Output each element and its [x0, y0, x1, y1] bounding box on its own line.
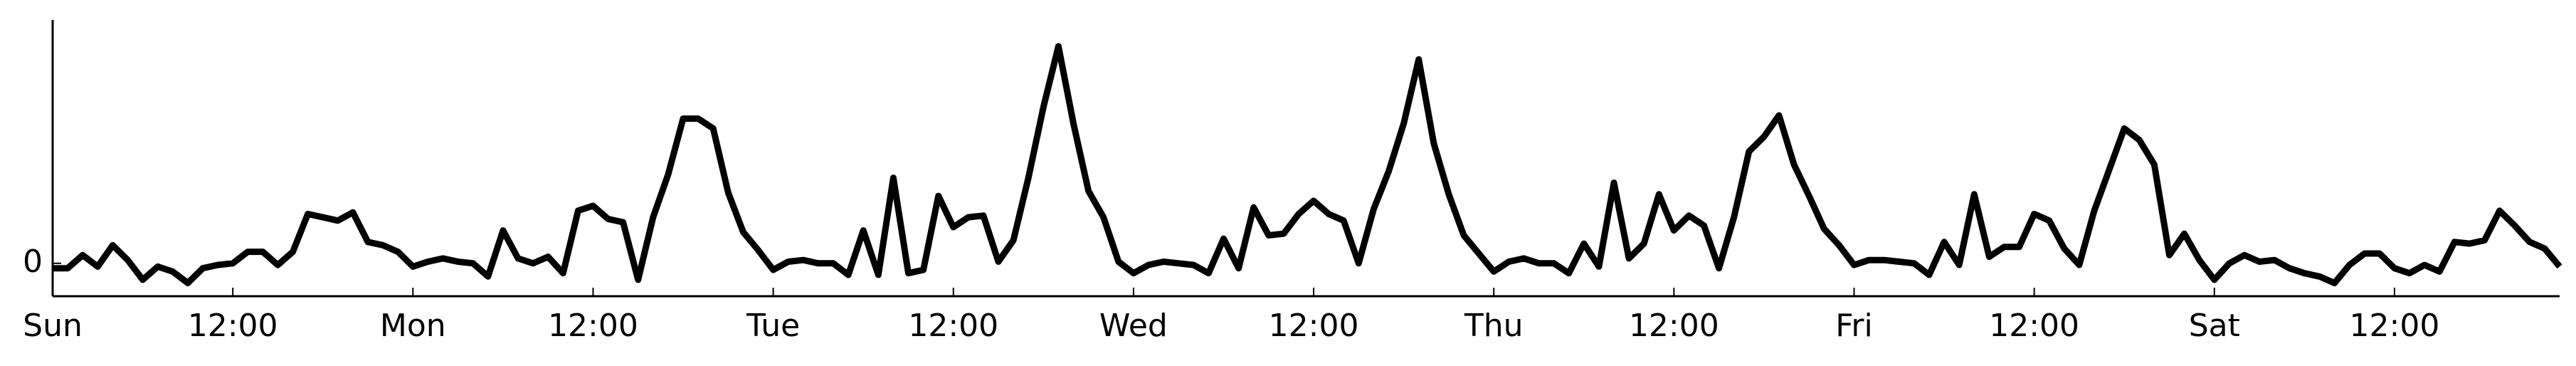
x-tick-label: 12:00	[1269, 308, 1359, 344]
x-tick-label: Sun	[23, 308, 83, 344]
x-tick-label: 12:00	[548, 308, 638, 344]
y-tick-label: 0	[23, 244, 43, 280]
x-tick-label: Wed	[1099, 308, 1168, 344]
x-tick-label: Tue	[746, 308, 800, 344]
x-tick-label: 12:00	[1989, 308, 2079, 344]
x-tick-label: 12:00	[908, 308, 998, 344]
x-tick-label: Sat	[2189, 308, 2240, 344]
x-tick-label: Mon	[380, 308, 446, 344]
x-tick-label: Thu	[1464, 308, 1524, 344]
x-tick-label: Fri	[1835, 308, 1872, 344]
x-tick-label: 12:00	[188, 308, 278, 344]
line	[53, 43, 2562, 286]
x-tick-label: 12:00	[2350, 308, 2440, 344]
x-tick-label: 12:00	[1629, 308, 1719, 344]
